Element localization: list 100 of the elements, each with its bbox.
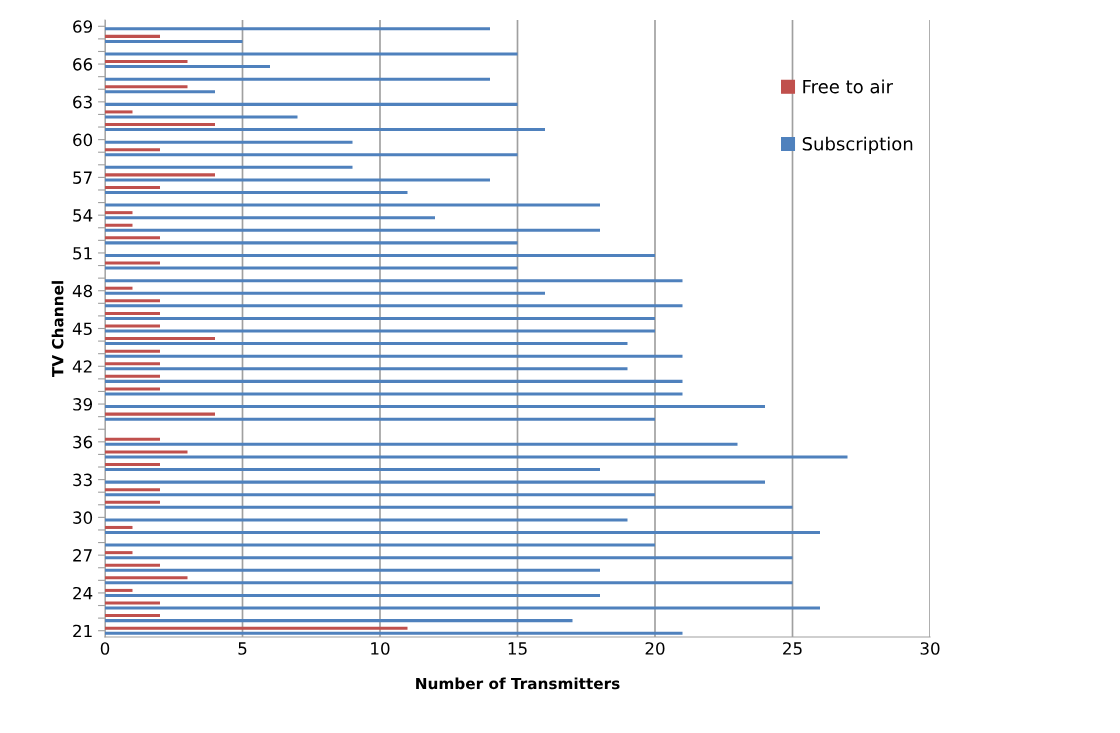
bar [105,488,160,492]
bar [105,417,655,421]
bar [105,563,160,567]
bar [105,392,683,396]
bar [105,342,628,346]
bar [105,304,683,308]
bar [105,480,765,484]
bar [105,128,545,132]
bar [105,468,600,472]
bar [105,455,848,459]
bar [105,543,655,547]
bar [105,279,683,283]
x-tick-label: 20 [645,642,665,655]
bar [105,102,518,106]
bar [105,236,160,240]
y-tick-label: 36 [73,435,93,449]
y-tick-label: 63 [73,95,92,109]
legend-label: Subscription [802,136,913,155]
bar [105,165,353,169]
y-tick-label: 33 [73,473,92,487]
bar [105,362,160,366]
bar [105,34,160,38]
bar [105,601,160,605]
bar [105,437,160,441]
bar [105,60,188,64]
bar [105,626,408,630]
bar [105,442,738,446]
bar [105,576,188,580]
bar [105,354,683,358]
bar [105,614,160,618]
x-tick-label: 0 [100,642,110,655]
bar [105,367,628,371]
y-tick-label: 54 [73,209,93,222]
bar [105,593,600,597]
bar [105,374,160,378]
bar [105,500,160,504]
bar [105,311,160,315]
bar [105,241,518,245]
bar [105,412,215,416]
y-tick-label: 48 [72,284,93,298]
bar [105,606,820,610]
bar [105,140,353,144]
bar [105,77,490,81]
bar [105,568,600,572]
y-tick-label: 39 [73,398,93,411]
y-tick-label: 60 [73,133,93,147]
bar [105,52,518,56]
bar [105,123,215,127]
y-tick-label: 30 [73,511,93,524]
bar [105,316,655,320]
y-tick-label: 57 [73,171,92,184]
bar [105,379,683,383]
bar [105,619,573,623]
bar [105,178,490,182]
legend-label: Free to air [803,79,893,94]
y-tick-label: 24 [73,586,93,600]
bar [105,387,160,391]
bar [105,216,435,220]
bar [105,203,600,207]
bar [105,110,133,114]
bar [105,291,545,295]
bar [105,462,160,466]
y-tick-label: 45 [72,322,92,336]
bar [105,337,215,341]
bar [105,329,655,333]
bar [105,261,160,265]
bar [105,631,683,635]
bar [105,525,133,529]
bar [105,493,655,497]
y-tick-label: 51 [73,247,92,260]
bar [105,115,298,119]
bar [105,266,518,270]
y-tick-label: 21 [73,624,92,638]
bar [105,324,160,328]
x-tick-label: 25 [783,642,802,655]
bar [105,39,243,43]
y-tick-label: 42 [72,360,92,373]
bar [105,211,133,215]
bar [105,299,160,303]
bar [105,450,188,454]
bar [105,65,270,69]
bar [105,27,490,31]
x-tick-label: 5 [238,642,247,655]
bar [105,286,133,290]
x-tick-label: 10 [371,642,390,655]
x-tick-label: 15 [508,642,527,655]
bar [105,588,133,592]
bar [105,173,215,177]
bar [105,253,655,257]
bar [105,405,765,409]
bar [105,505,793,509]
y-tick-label: 69 [73,20,93,33]
bar [105,518,628,522]
bar [105,530,820,534]
bar [105,581,793,585]
bar [105,223,133,227]
y-axis-title: TV Channel [51,281,64,378]
bar [105,551,133,555]
bar [105,85,188,89]
bar [105,90,215,94]
